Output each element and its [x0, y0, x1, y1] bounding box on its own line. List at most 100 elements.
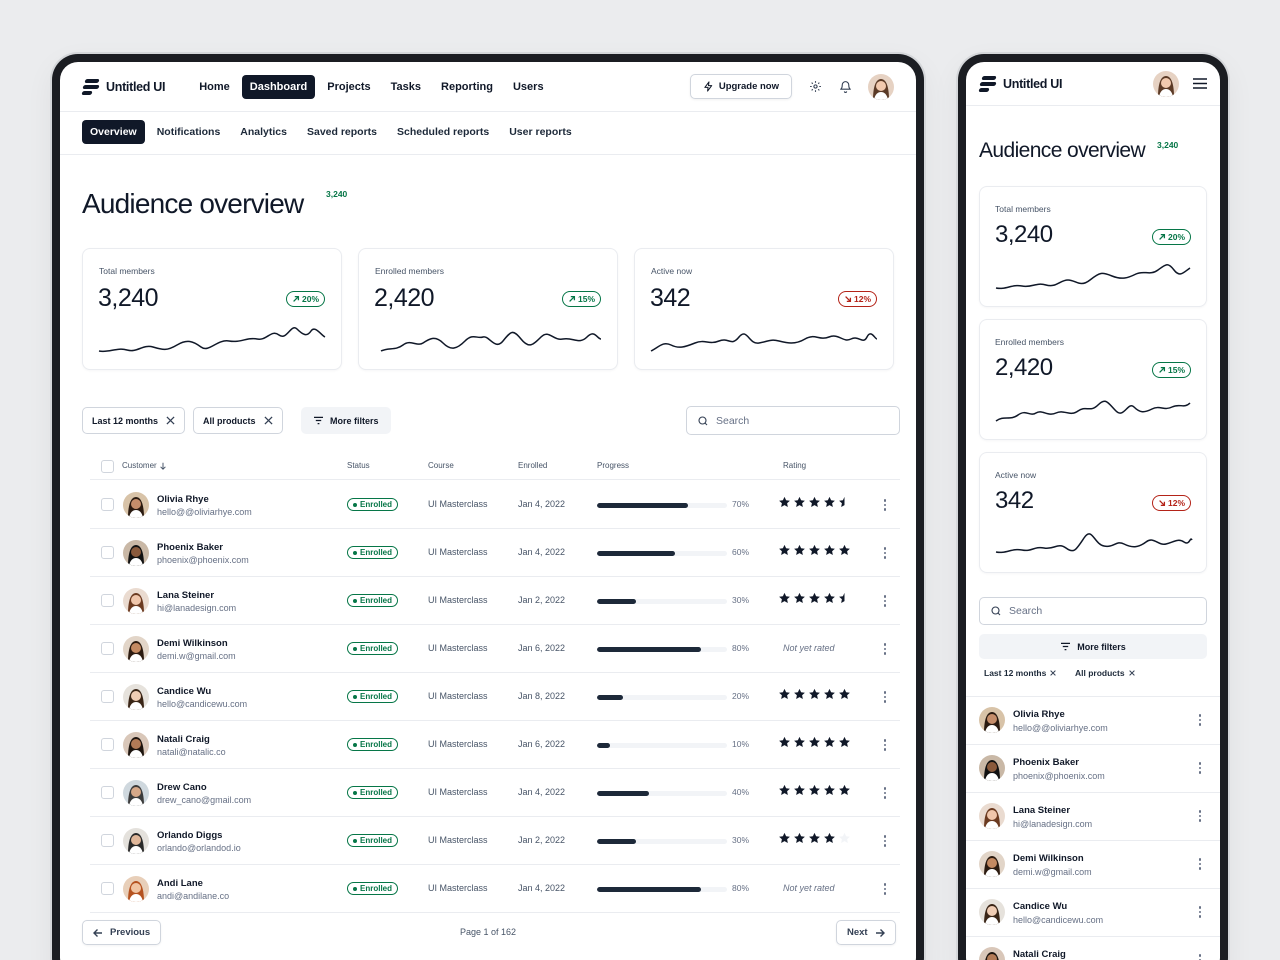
filter-chip-products[interactable]: All products — [1075, 668, 1135, 678]
filter-chip-date[interactable]: Last 12 months — [82, 407, 186, 434]
table-row[interactable]: Andi Lane andi@andilane.co Enrolled UI Mast… — [90, 865, 900, 913]
status-badge: Enrolled — [347, 786, 399, 799]
dots-vertical-icon[interactable] — [879, 593, 891, 609]
dots-vertical-icon[interactable] — [879, 785, 891, 801]
dots-vertical-icon[interactable] — [879, 497, 891, 513]
filter-chip-date[interactable]: Last 12 months — [984, 668, 1057, 678]
row-checkbox[interactable] — [101, 498, 114, 511]
search-input[interactable]: Search — [979, 597, 1207, 625]
dots-vertical-icon[interactable] — [879, 833, 891, 849]
user-avatar[interactable] — [1153, 70, 1179, 97]
progress-bar — [597, 743, 727, 748]
sparkline — [995, 400, 1191, 422]
star-icon — [839, 688, 850, 700]
previous-button[interactable]: Previous — [82, 920, 162, 945]
nav-reporting[interactable]: Reporting — [441, 80, 493, 93]
star-icon — [824, 784, 835, 796]
tab-analytics[interactable]: Analytics — [240, 126, 287, 138]
dots-vertical-icon[interactable] — [1194, 904, 1206, 920]
table-row[interactable]: Demi Wilkinson demi.w@gmail.com Enrolled UI… — [90, 625, 900, 673]
row-checkbox[interactable] — [101, 738, 114, 751]
dots-vertical-icon[interactable] — [879, 545, 891, 561]
avatar — [123, 732, 149, 758]
customer-email: hello@@oliviarhye.com — [1013, 723, 1108, 733]
close-icon[interactable] — [1128, 670, 1135, 676]
progress-bar — [597, 887, 727, 892]
table-row[interactable]: Natali Craig natali@natalic.co Enrolled UI … — [90, 721, 900, 769]
course-name: UI Masterclass — [428, 595, 488, 605]
table-row[interactable]: Olivia Rhye hello@@oliviarhye.com Enrolled… — [90, 481, 900, 529]
list-item[interactable]: Lana Steiner hi@lanadesign.com — [966, 793, 1220, 841]
table-row[interactable]: Phoenix Baker phoenix@phoenix.com Enrolled… — [90, 529, 900, 577]
stat-label: Total members — [995, 204, 1051, 214]
nav-projects[interactable]: Projects — [327, 80, 371, 93]
row-checkbox[interactable] — [101, 882, 114, 895]
upgrade-button[interactable]: Upgrade now — [689, 74, 792, 99]
table-row[interactable]: Candice Wu hello@candicewu.com Enrolled UI … — [90, 673, 900, 721]
more-filters-button[interactable]: More filters — [979, 634, 1207, 659]
select-all-checkbox[interactable] — [101, 460, 114, 473]
dots-vertical-icon[interactable] — [1194, 808, 1206, 824]
sparkline — [650, 333, 878, 352]
user-avatar[interactable] — [868, 73, 894, 100]
table-row[interactable]: Lana Steiner hi@lanadesign.com Enrolled UI … — [90, 577, 900, 625]
list-item[interactable]: Phoenix Baker phoenix@phoenix.com — [966, 745, 1220, 793]
bell-icon[interactable] — [838, 80, 852, 94]
logo[interactable]: Untitled UI — [978, 75, 1063, 93]
dots-vertical-icon[interactable] — [1194, 952, 1206, 960]
dots-vertical-icon[interactable] — [879, 641, 891, 657]
list-item[interactable]: Demi Wilkinson demi.w@gmail.com — [966, 841, 1220, 889]
dots-vertical-icon[interactable] — [879, 737, 891, 753]
tab-overview[interactable]: Overview — [82, 120, 145, 144]
dots-vertical-icon[interactable] — [1194, 760, 1206, 776]
list-item[interactable]: Olivia Rhye hello@@oliviarhye.com — [966, 697, 1220, 745]
hamburger-icon[interactable] — [1193, 78, 1207, 89]
customer-name: Olivia Rhye — [1013, 709, 1065, 720]
close-icon[interactable] — [1050, 670, 1057, 676]
tab-scheduled-reports[interactable]: Scheduled reports — [397, 126, 490, 138]
divider — [60, 154, 916, 155]
customer-name: Lana Steiner — [157, 590, 215, 601]
close-icon[interactable] — [166, 416, 175, 425]
logo[interactable]: Untitled UI — [81, 78, 166, 96]
dots-vertical-icon[interactable] — [879, 689, 891, 705]
list-item[interactable]: Candice Wu hello@candicewu.com — [966, 889, 1220, 937]
more-filters-button[interactable]: More filters — [301, 407, 391, 434]
filter-chip-products[interactable]: All products — [193, 407, 283, 434]
dots-vertical-icon[interactable] — [879, 881, 891, 897]
dots-vertical-icon[interactable] — [1194, 712, 1206, 728]
nav-home[interactable]: Home — [199, 80, 230, 93]
customer-name: Andi Lane — [157, 878, 203, 889]
enrolled-date: Jan 2, 2022 — [518, 595, 566, 605]
tab-saved-reports[interactable]: Saved reports — [306, 126, 378, 138]
row-checkbox[interactable] — [101, 834, 114, 847]
list-item[interactable]: Natali Craig — [966, 937, 1220, 960]
app-name: Untitled UI — [106, 79, 166, 94]
star-icon — [824, 592, 835, 604]
avatar — [123, 492, 149, 518]
row-checkbox[interactable] — [101, 642, 114, 655]
tab-user-reports[interactable]: User reports — [509, 126, 572, 138]
more-filters-label: More filters — [1077, 641, 1126, 652]
tab-notifications[interactable]: Notifications — [156, 126, 221, 138]
row-checkbox[interactable] — [101, 786, 114, 799]
nav-users[interactable]: Users — [512, 80, 544, 93]
progress-bar — [597, 503, 727, 508]
customer-name: Demi Wilkinson — [157, 638, 228, 649]
table-row[interactable]: Drew Cano drew_cano@gmail.com Enrolled UI M… — [90, 769, 900, 817]
close-icon[interactable] — [263, 416, 273, 425]
title-count-badge: 3,240 — [326, 189, 348, 199]
row-checkbox[interactable] — [101, 690, 114, 703]
next-button[interactable]: Next — [836, 920, 896, 945]
gear-icon[interactable] — [808, 80, 822, 94]
search-input[interactable]: Search — [686, 406, 900, 435]
header-customer[interactable]: Customer — [122, 461, 167, 470]
dots-vertical-icon[interactable] — [1194, 856, 1206, 872]
table-row[interactable]: Orlando Diggs orlando@orlandod.io Enrolled… — [90, 817, 900, 865]
row-checkbox[interactable] — [101, 594, 114, 607]
progress-label: 80% — [732, 883, 750, 893]
row-checkbox[interactable] — [101, 546, 114, 559]
nav-tasks[interactable]: Tasks — [390, 80, 422, 93]
nav-dashboard[interactable]: Dashboard — [241, 74, 316, 99]
header-progress: Progress — [597, 461, 630, 470]
